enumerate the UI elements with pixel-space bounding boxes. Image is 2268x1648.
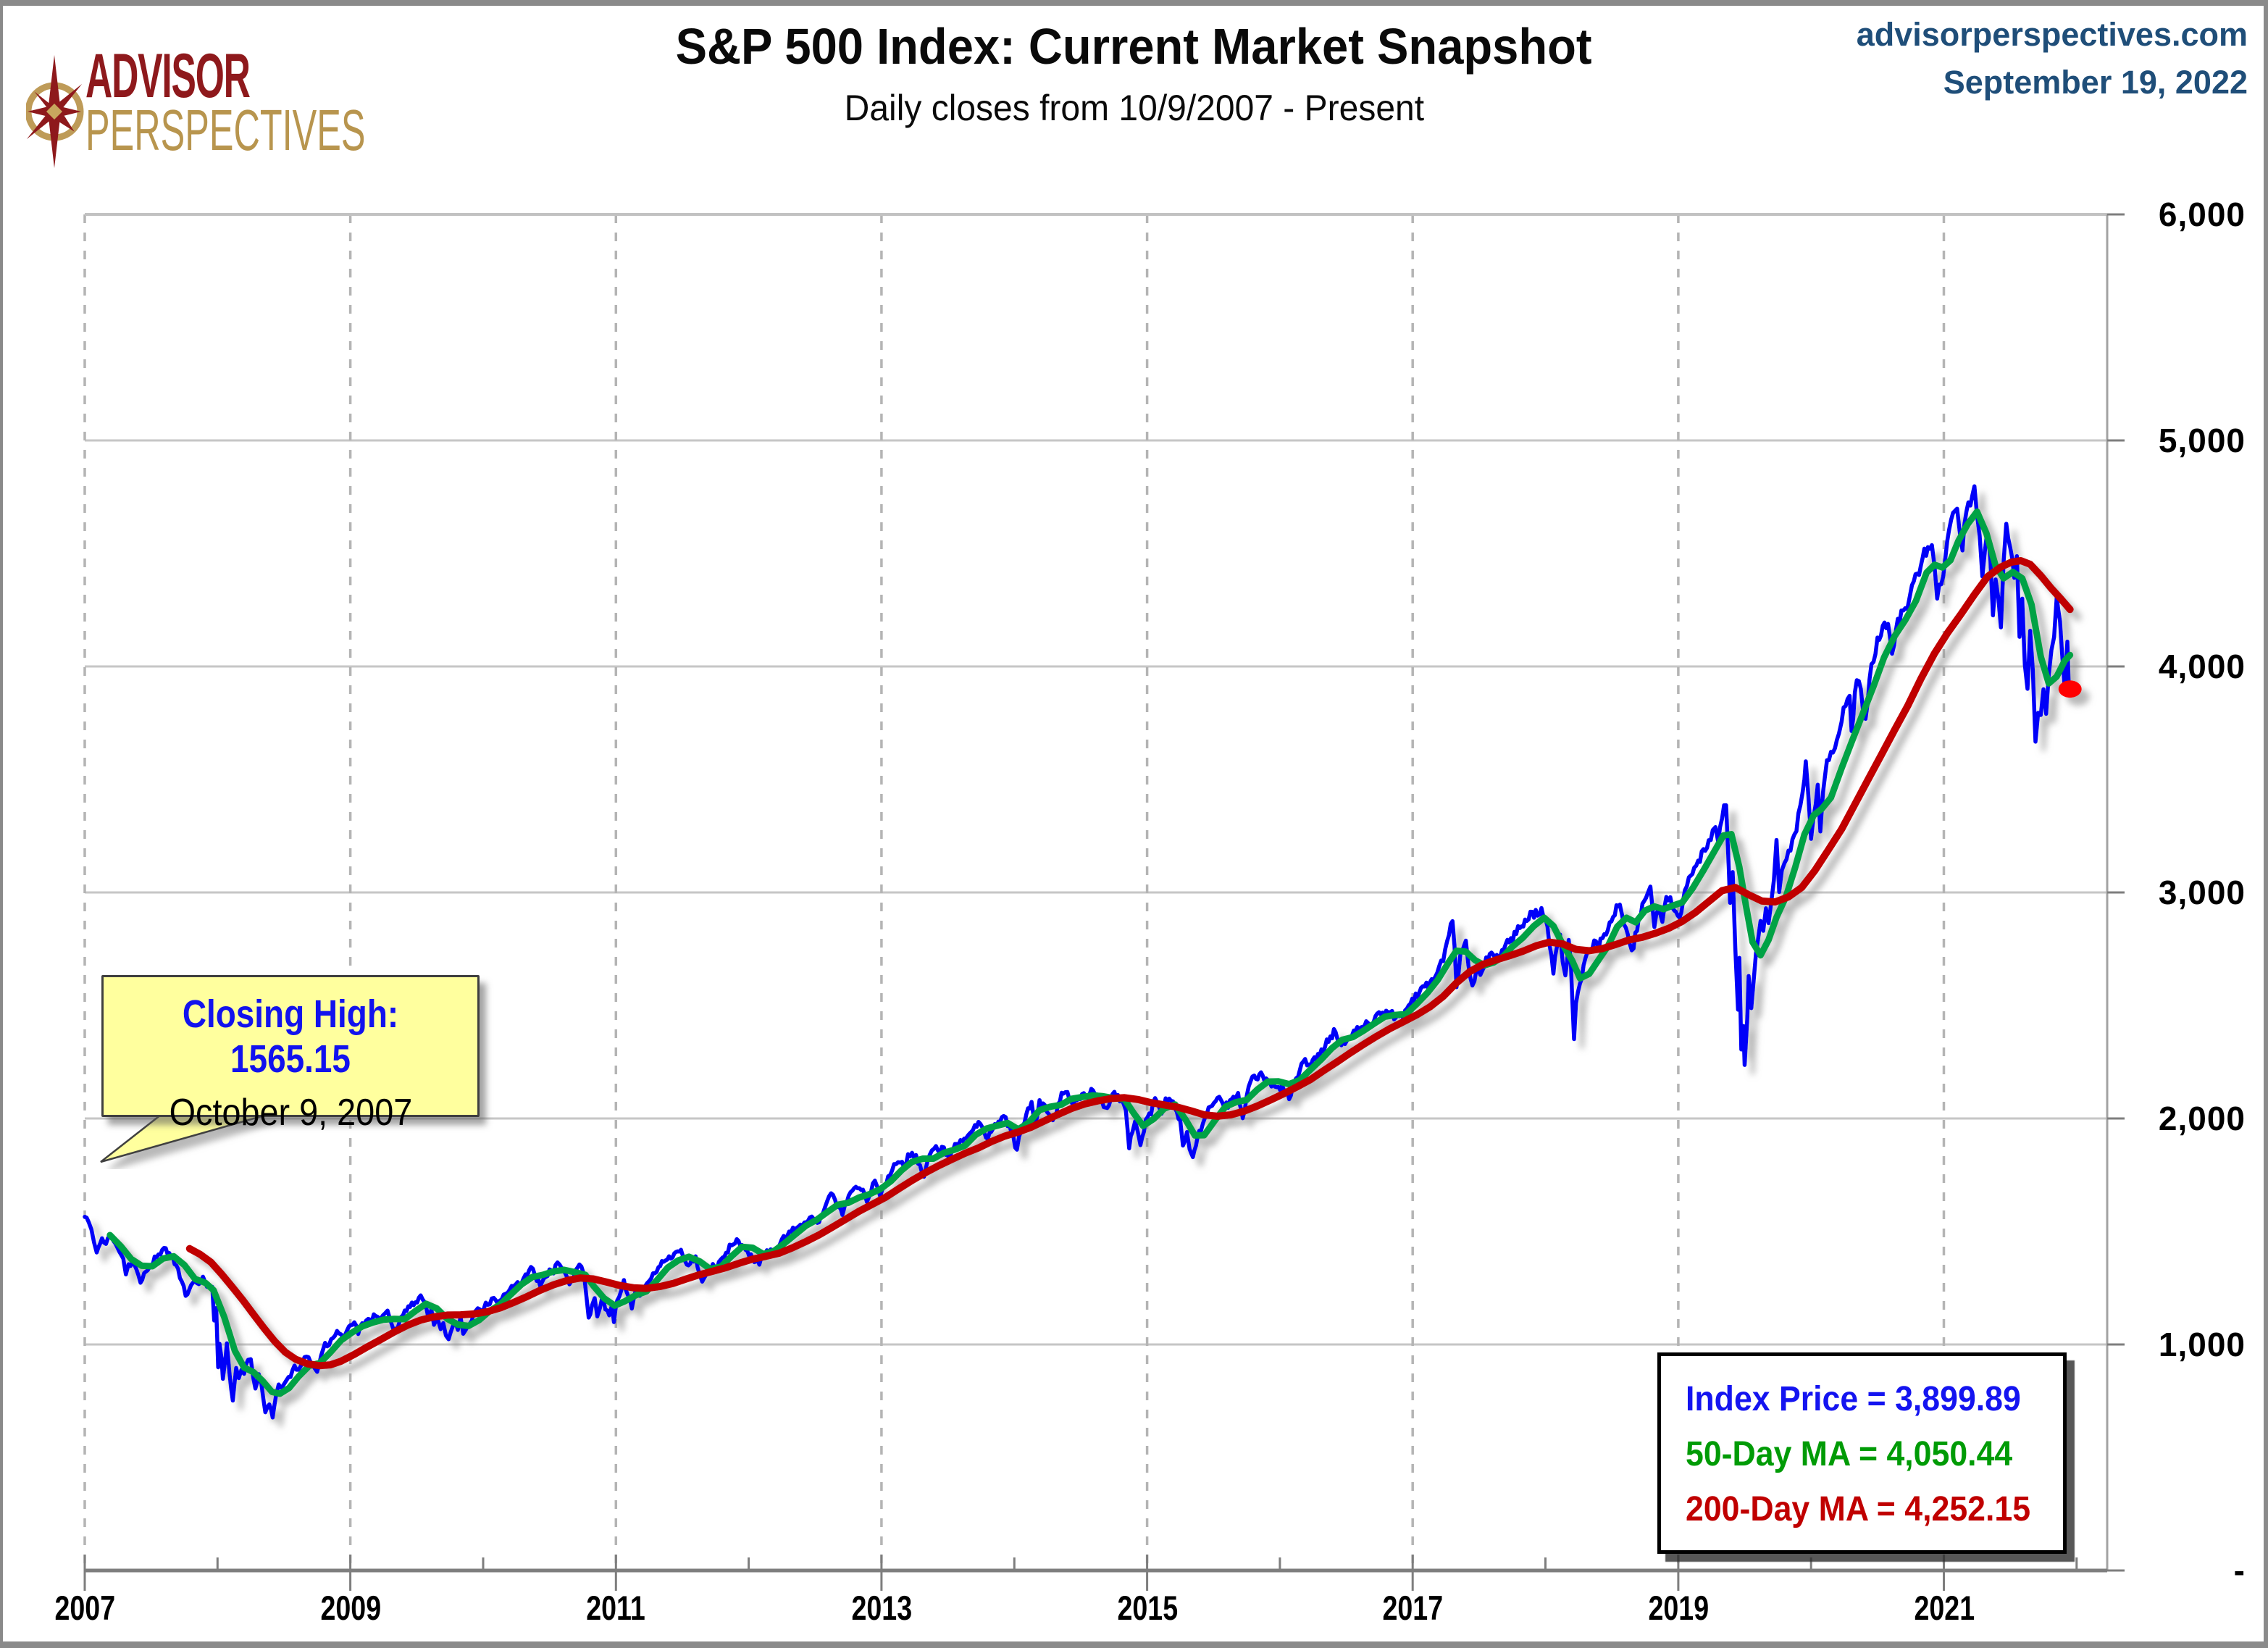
- x-axis-label-2015: 2015: [1117, 1589, 1178, 1627]
- y-gridlines: [85, 439, 2107, 1346]
- logo-text-advisor: ADVISOR: [85, 41, 251, 111]
- series-layer: [83, 484, 2082, 1420]
- legend-item-200-day-ma: 200-Day MA = 4,252.15: [1686, 1490, 2031, 1528]
- current-price-dot: [2058, 680, 2082, 698]
- x-axis-label-2019: 2019: [1648, 1589, 1709, 1627]
- advisor-perspectives-logo-icon: [26, 55, 84, 168]
- x-axis-label-2013: 2013: [851, 1589, 912, 1627]
- site-url: advisorperspectives.com: [1856, 16, 2248, 53]
- series-200-day-ma: [185, 557, 2074, 1370]
- y-axis-label-2000: 2,000: [2158, 1100, 2246, 1137]
- x-axis-label-2017: 2017: [1382, 1589, 1443, 1627]
- report-date: September 19, 2022: [1943, 64, 2248, 101]
- y-axis-label-5000: 5,000: [2158, 422, 2246, 459]
- x-axis-label-2021: 2021: [1914, 1589, 1975, 1627]
- y-axis-label-1000: 1,000: [2158, 1326, 2246, 1363]
- callout-date: October 9, 2007: [169, 1092, 412, 1134]
- x-axis-label-2009: 2009: [320, 1589, 381, 1627]
- y-axis-label-4000: 4,000: [2158, 648, 2246, 685]
- y-axis-label-3000: 3,000: [2158, 874, 2246, 911]
- legend-item-index-price: Index Price = 3,899.89: [1686, 1380, 2021, 1418]
- callout-closing-high: Closing High: 1565.15: [182, 992, 399, 1081]
- page-title: S&P 500 Index: Current Market Snapshot: [676, 18, 1592, 75]
- closing-high-callout: Closing High: 1565.15 October 9, 2007: [101, 975, 480, 1134]
- x-axis-label-2011: 2011: [586, 1589, 645, 1627]
- y-axis-label-6000: 6,000: [2158, 196, 2246, 233]
- series-50-day-ma: [106, 508, 2074, 1397]
- series-index-price: [83, 484, 2072, 1420]
- axis-ticks: [83, 213, 2125, 1591]
- legend: Index Price = 3,899.89 50-Day MA = 4,050.…: [1657, 1352, 2067, 1554]
- x-axis-label-2007: 2007: [54, 1589, 115, 1627]
- x-gridlines-dashed: [83, 214, 1946, 1570]
- logo-text-perspectives: PERSPECTIVES: [85, 98, 366, 162]
- page-subtitle: Daily closes from 10/9/2007 - Present: [844, 88, 1424, 128]
- legend-item-50-day-ma: 50-Day MA = 4,050.44: [1686, 1435, 2013, 1473]
- y-axis-label--: -: [2233, 1552, 2246, 1589]
